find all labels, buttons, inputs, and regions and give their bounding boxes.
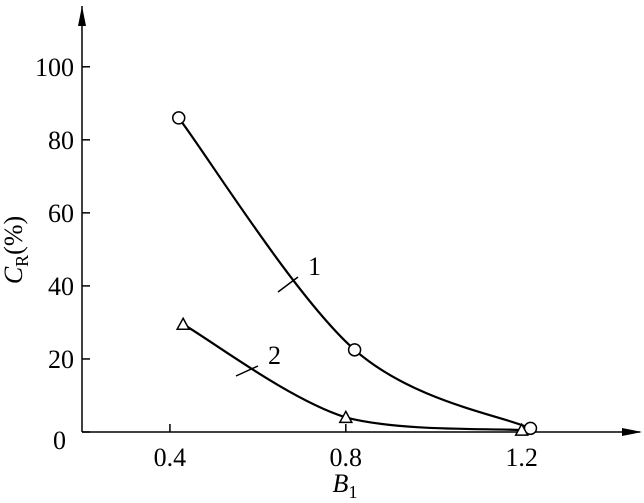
y-tick-label: 80 [48, 126, 74, 155]
curve-label-leader [277, 276, 299, 293]
x-tick-label: 0.4 [154, 443, 187, 472]
curve [177, 117, 531, 430]
y-label-main: C [0, 266, 28, 284]
y-tick-label: 60 [48, 199, 74, 228]
x-axis-arrow [622, 428, 642, 436]
y-axis-label: CR(%) [0, 216, 32, 284]
curve-label: 2 [268, 341, 281, 370]
y-tick-label: 20 [48, 345, 74, 374]
curve-label-leader [235, 365, 259, 377]
x-axis-label: B1 [333, 469, 358, 502]
marker-circle [171, 111, 186, 125]
y-tick-label: 100 [35, 53, 74, 82]
marker-circle [347, 343, 362, 357]
x-tick-label: 0.8 [330, 443, 363, 472]
x-label-sub: 1 [348, 482, 357, 502]
y-label-sub: R [12, 255, 32, 267]
y-tick-label: 0 [53, 426, 66, 455]
y-tick-label: 40 [48, 272, 74, 301]
y-axis-arrow [78, 6, 86, 26]
x-label-main: B [333, 469, 349, 498]
x-tick-label: 1.2 [505, 443, 538, 472]
marker-triangle [514, 422, 529, 436]
marker-triangle [175, 316, 191, 331]
curve [182, 323, 522, 432]
curve-label: 1 [308, 252, 321, 281]
y-label-unit: (%) [0, 216, 28, 255]
marker-triangle [338, 409, 354, 424]
